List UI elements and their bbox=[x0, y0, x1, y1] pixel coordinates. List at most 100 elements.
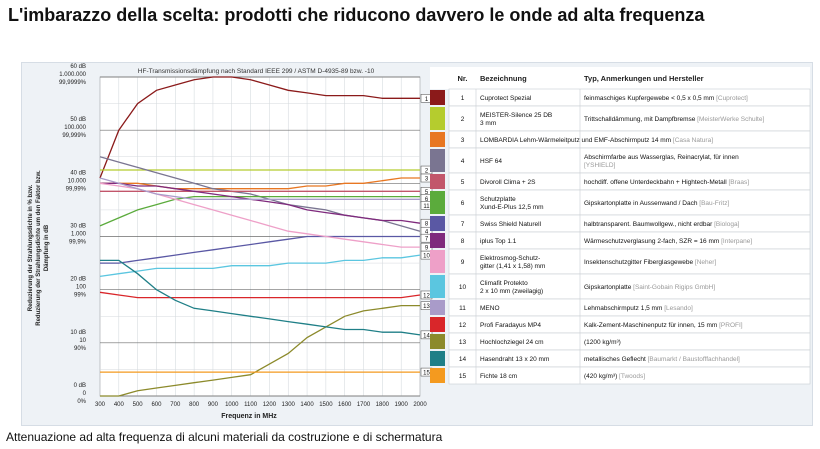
x-tick-label: 2000 bbox=[413, 402, 427, 408]
y-tick-label-factor: 100 bbox=[76, 285, 87, 291]
y-tick-label-percent: 90% bbox=[74, 346, 87, 352]
table-color-swatch-13 bbox=[430, 334, 445, 349]
series-label-2: 2 bbox=[425, 169, 429, 175]
table-cell-nr-6: 6 bbox=[461, 200, 465, 207]
series-label-15: 15 bbox=[423, 371, 430, 377]
series-label-12: 12 bbox=[423, 293, 430, 299]
table-cell-maker-11: [Lesando] bbox=[662, 305, 693, 312]
table-cell-desc-12: Kalk-Zement-Maschinenputz für innen, 15 … bbox=[584, 322, 743, 329]
table-cell-nr-15: 15 bbox=[459, 373, 467, 380]
y-tick-label-factor: 10 bbox=[79, 338, 86, 344]
y-tick-label-percent: 99% bbox=[74, 293, 87, 299]
series-line-14 bbox=[100, 259, 421, 336]
series-line-6 bbox=[99, 195, 420, 227]
table-cell-nr-12: 12 bbox=[459, 322, 467, 329]
table-color-swatch-15 bbox=[430, 368, 445, 383]
series-line-13 bbox=[100, 304, 420, 397]
table-cell-maker-9: [Neher] bbox=[693, 259, 716, 266]
table-cell-name-11: MENO bbox=[480, 305, 500, 312]
table-row-9 bbox=[448, 248, 811, 275]
y-tick-label-percent: 99,99% bbox=[66, 186, 87, 192]
y-tick-label-factor: 0 bbox=[83, 391, 87, 397]
x-tick-label: 1200 bbox=[263, 402, 277, 408]
y-tick-label-percent: 99,9% bbox=[69, 240, 87, 246]
table-cell-maker-12: [PROFI] bbox=[717, 322, 742, 329]
y-tick-label-factor: 1.000.000 bbox=[59, 72, 86, 78]
x-tick-label: 500 bbox=[133, 402, 144, 408]
table-cell-maker-14: [Baumarkt / Baustofffachhandel] bbox=[646, 356, 740, 363]
series-label-6: 6 bbox=[425, 197, 429, 203]
y-tick-label-db: 40 dB bbox=[70, 170, 86, 176]
y-tick-label-db: 20 dB bbox=[70, 277, 86, 283]
x-tick-label: 1900 bbox=[394, 402, 408, 408]
table-color-swatch-5 bbox=[430, 174, 445, 189]
table-cell-name-7: Swiss Shield Naturell bbox=[480, 221, 542, 228]
y-tick-label-factor: 100.000 bbox=[64, 125, 86, 131]
table-cell-name-12: Profi Faradayus MP4 bbox=[480, 322, 541, 329]
x-tick-label: 800 bbox=[189, 402, 200, 408]
x-tick-label: 1300 bbox=[282, 402, 296, 408]
x-tick-label: 1100 bbox=[244, 402, 258, 408]
series-label-11: 11 bbox=[423, 204, 430, 210]
table-cell-name-9: gitter (1,41 x 1,58) mm bbox=[480, 263, 545, 270]
y-tick-label-db: 10 dB bbox=[70, 330, 86, 336]
table-cell-name-5: Divoroll Clima + 2S bbox=[480, 179, 536, 186]
x-tick-label: 700 bbox=[170, 402, 181, 408]
x-tick-label: 1600 bbox=[338, 402, 352, 408]
series-label-10: 10 bbox=[423, 254, 430, 260]
series-line-1 bbox=[99, 76, 420, 179]
table-cell-nr-13: 13 bbox=[459, 339, 467, 346]
table-header-row bbox=[430, 67, 810, 89]
table-cell-desc-15: (420 kg/m³) [Twoods] bbox=[584, 373, 645, 380]
table-cell-name-2: 3 mm bbox=[480, 120, 496, 127]
table-cell-nr-3: 3 bbox=[461, 137, 465, 144]
series-line-12 bbox=[99, 291, 421, 299]
table-cell-name-6: Xund-E-Plus 12,5 mm bbox=[480, 204, 544, 211]
table-row-15 bbox=[448, 366, 811, 385]
plot-area: 300 400 500 600 700 800 900 1000 1100 1200 1300 140… bbox=[59, 64, 433, 408]
y-tick-label-db: 30 dB bbox=[70, 224, 86, 230]
x-tick-label: 400 bbox=[114, 402, 125, 408]
table-cell-name-9: Elektrosmog-Schutz- bbox=[480, 255, 540, 262]
table-cell-maker-7: [Biologa] bbox=[712, 221, 739, 228]
table-color-swatch-4 bbox=[430, 149, 445, 172]
y-tick-label-percent: 0% bbox=[77, 399, 86, 405]
table-cell-name-10: 2 x 10 mm (zweilagig) bbox=[480, 288, 543, 295]
y-tick-label-factor: 10.000 bbox=[68, 178, 87, 184]
figure-panel: HF-Transmissionsdämpfung nach Standard I… bbox=[21, 62, 813, 426]
table-cell-desc-8: Wärmeschutzverglasung 2-fach, SZR = 16 m… bbox=[584, 238, 752, 245]
x-tick-label: 1500 bbox=[319, 402, 333, 408]
series-line-8 bbox=[100, 182, 421, 224]
y-tick-label-db: 50 dB bbox=[70, 117, 86, 123]
table-cell-desc-1: feinmaschiges Kupfergewebe < 0,5 x 0,5 m… bbox=[584, 95, 748, 102]
y-tick-label-factor: 1.000 bbox=[71, 232, 87, 238]
table-color-swatch-9 bbox=[430, 250, 445, 273]
table-cell-desc-5: hochdiff. offene Unterdeckbahn + Hightec… bbox=[584, 179, 749, 186]
series-label-1: 1 bbox=[425, 97, 429, 103]
table-cell-name-15: Fichte 18 cm bbox=[480, 373, 517, 380]
table-color-swatch-12 bbox=[430, 317, 445, 332]
table-cell-desc-13: (1200 kg/m³) bbox=[584, 339, 621, 346]
table-color-swatch-6 bbox=[430, 191, 445, 214]
series-label-5: 5 bbox=[425, 190, 429, 196]
table-cell-name-13: Hochlochziegel 24 cm bbox=[480, 339, 544, 346]
series-line-7 bbox=[100, 235, 420, 264]
y-axis-label-1: Reduzierung der Strahlungsdichte in % bz… bbox=[28, 184, 34, 311]
table-cell-desc-11: Lehmabschirmputz 1,5 mm [Lesando] bbox=[584, 305, 693, 312]
series-line-11 bbox=[99, 177, 420, 200]
table-cell-maker-3: [Casa Natura] bbox=[671, 137, 713, 144]
x-tick-label: 600 bbox=[151, 402, 162, 408]
y-tick-label-db: 60 dB bbox=[70, 64, 86, 70]
x-tick-label: 1800 bbox=[376, 402, 390, 408]
table-cell-desc-14: metallisches Geflecht [Baumarkt / Bausto… bbox=[584, 356, 740, 363]
table-cell-desc-4: Abschirmfarbe aus Wasserglas, Reinacryla… bbox=[584, 154, 739, 161]
table-cell-nr-11: 11 bbox=[459, 305, 466, 312]
figure-caption: Attenuazione ad alta frequenza di alcuni… bbox=[6, 430, 443, 444]
table-cell-maker-4: [YSHIELD] bbox=[584, 162, 616, 169]
table-header-0: Nr. bbox=[457, 74, 467, 83]
table-cell-maker-10: [Saint-Gobain Rigips GmbH] bbox=[631, 284, 715, 291]
table-cell-nr-7: 7 bbox=[461, 221, 465, 228]
x-tick-label: 1000 bbox=[225, 402, 239, 408]
series-label-8: 8 bbox=[425, 222, 429, 228]
series-label-7: 7 bbox=[425, 237, 429, 243]
